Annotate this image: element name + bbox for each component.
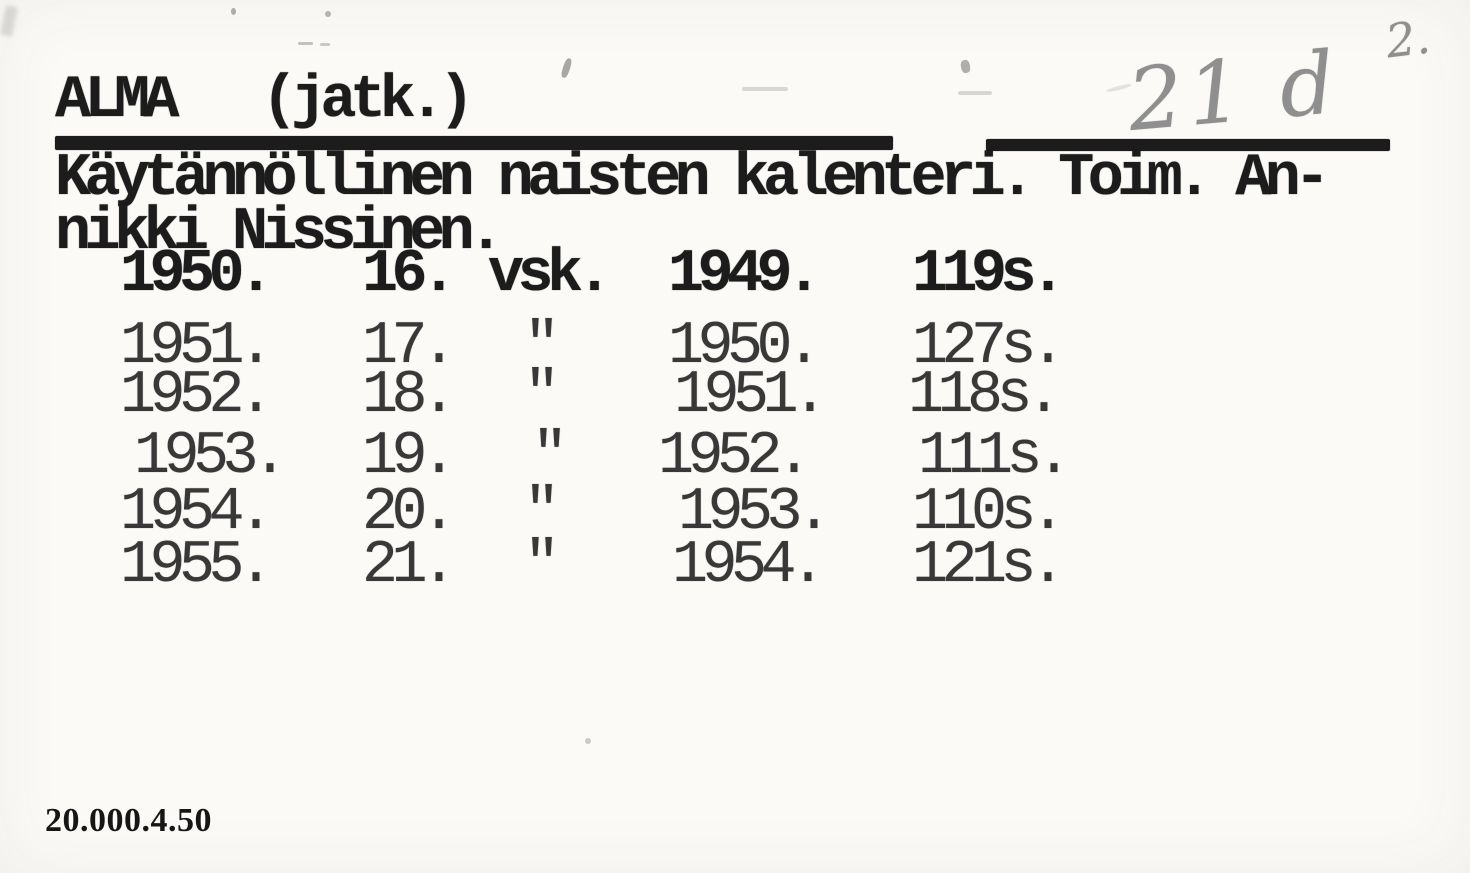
coverage-year-cell: 1950.: [668, 313, 822, 381]
volume-row: 1954. 20. " 1953. 110s.: [0, 483, 1470, 545]
page-count-cell: 118s.: [908, 362, 1062, 430]
print-run-code: 20.000.4.50: [45, 802, 212, 839]
entry-text-line2: nikki Nissinen.: [55, 199, 504, 267]
ditto-mark: ": [532, 423, 568, 491]
coverage-year-cell: 1953.: [678, 479, 832, 547]
volume-number-cell: 20.: [362, 479, 457, 547]
volume-row: 1951. 17. " 1950. 127s.: [0, 317, 1470, 379]
coverage-year-cell: 1954.: [672, 532, 826, 600]
volume-row: 1953. 19. " 1952. 111s.: [0, 427, 1470, 489]
volume-number-cell: 16.: [362, 241, 457, 309]
page-count-cell: 111s.: [918, 423, 1072, 491]
volume-row: 1950. 16. vsk. 1949. 119s.: [0, 245, 1470, 307]
year-cell: 1955.: [120, 532, 274, 600]
volume-number-cell: 19.: [362, 423, 457, 491]
coverage-year-cell: 1952.: [658, 423, 812, 491]
ditto-mark: ": [524, 362, 560, 430]
classmark-underline-rule: [986, 139, 1390, 151]
ditto-mark: ": [524, 532, 560, 600]
title-underline-rule: [55, 136, 893, 150]
coverage-year-cell: 1949.: [668, 241, 822, 309]
year-cell: 1951.: [120, 313, 274, 381]
page-count-cell: 127s.: [912, 313, 1066, 381]
year-cell: 1952.: [120, 362, 274, 430]
page-count-cell: 110s.: [912, 479, 1066, 547]
vsk-abbr-cell: vsk.: [488, 241, 613, 309]
page-count-cell: 121s.: [912, 532, 1066, 600]
volume-number-cell: 17.: [362, 313, 457, 381]
entry-text-line1: Käytännöllinen naisten kalenteri. Toim. …: [55, 145, 1330, 213]
year-cell: 1950.: [120, 241, 274, 309]
volume-row: 1955. 21. " 1954. 121s.: [0, 536, 1470, 598]
page-count-cell: 119s.: [912, 241, 1066, 309]
volume-number-cell: 18.: [362, 362, 457, 430]
card-title: ALMA (jatk.): [55, 67, 475, 135]
year-cell: 1954.: [120, 479, 274, 547]
coverage-year-cell: 1951.: [674, 362, 828, 430]
year-cell: 1953.: [134, 423, 288, 491]
volume-row: 1952. 18. " 1951. 118s.: [0, 366, 1470, 428]
volume-number-cell: 21.: [362, 532, 457, 600]
